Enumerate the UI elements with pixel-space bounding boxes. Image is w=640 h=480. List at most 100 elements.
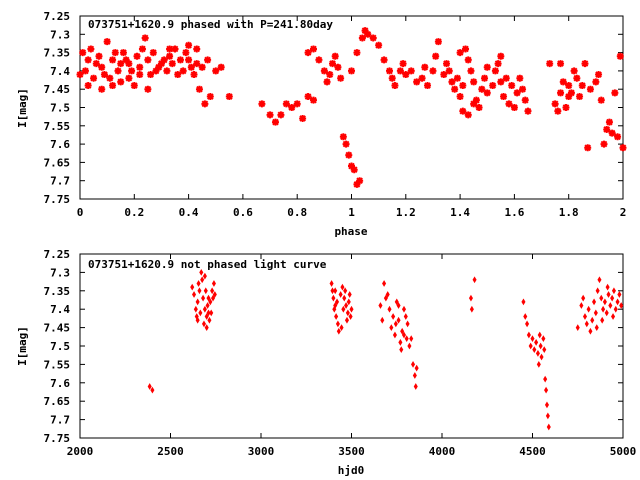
data-point <box>157 60 165 68</box>
data-point <box>464 111 472 119</box>
data-point <box>335 320 340 328</box>
data-point <box>346 298 351 306</box>
data-point <box>401 331 407 339</box>
data-point <box>204 313 209 320</box>
data-point <box>613 305 618 313</box>
y-tick-label: 7.7 <box>50 414 70 427</box>
data-point <box>333 302 338 309</box>
data-point <box>407 342 412 350</box>
data-point <box>369 34 377 42</box>
data-point <box>604 309 609 317</box>
data-point <box>152 67 160 75</box>
data-point <box>103 38 111 46</box>
data-point <box>187 63 195 71</box>
data-point <box>342 140 350 148</box>
data-point <box>345 151 353 159</box>
data-point <box>606 291 611 298</box>
data-point <box>338 291 343 298</box>
x-tick-label: 1.6 <box>504 206 524 219</box>
data-point <box>348 162 355 170</box>
data-point <box>615 298 620 306</box>
data-point <box>171 45 179 53</box>
data-point <box>464 56 472 64</box>
data-point <box>383 294 388 302</box>
data-point <box>387 305 392 313</box>
data-point <box>128 67 136 75</box>
data-point <box>174 71 182 79</box>
data-point <box>521 96 529 104</box>
x-tick-labels: 0 0.2 0.4 0.6 0.8 1 1.2 1.4 1.6 1.8 2 <box>77 206 627 219</box>
data-point <box>304 49 312 57</box>
data-point <box>546 60 554 68</box>
data-point <box>203 287 208 295</box>
data-point <box>323 78 331 86</box>
y-tick-label: 7.35 <box>44 285 71 298</box>
data-point <box>225 93 233 101</box>
data-point <box>610 294 615 302</box>
data-point <box>117 60 125 68</box>
data-point <box>79 49 87 57</box>
data-point <box>542 346 547 354</box>
data-point <box>350 166 358 174</box>
data-point <box>195 316 200 324</box>
data-point <box>592 78 600 86</box>
data-point <box>385 291 390 298</box>
y-tick-labels: 7.25 7.3 7.35 7.4 7.45 7.5 7.55 7.6 7.65 7.7 7.75 <box>44 248 71 445</box>
data-point <box>201 320 207 328</box>
data-point <box>451 85 459 93</box>
data-point <box>331 52 339 60</box>
data-point <box>525 320 530 328</box>
data-point <box>608 129 616 137</box>
data-point <box>389 324 394 331</box>
data-point <box>344 302 349 309</box>
x-tick-label: 1.8 <box>559 206 579 219</box>
data-point <box>147 383 152 390</box>
data-point <box>581 294 586 302</box>
data-point <box>378 302 383 309</box>
data-point <box>125 74 133 82</box>
data-point <box>160 56 168 64</box>
data-point <box>534 338 539 346</box>
data-point <box>375 41 383 49</box>
data-point <box>605 118 613 126</box>
data-point <box>562 104 570 111</box>
y-tick-label: 7.55 <box>44 120 71 133</box>
unphased-light-curve-panel: 2000 2500 3000 3500 4000 4500 5000 7.25 7.3 7.35… <box>16 248 636 477</box>
data-point <box>421 63 429 71</box>
data-point <box>182 49 190 57</box>
data-point <box>205 302 210 309</box>
data-point <box>388 74 396 82</box>
x-tick-label: 4000 <box>429 445 456 458</box>
data-point <box>399 346 404 354</box>
data-point <box>523 313 528 320</box>
data-point <box>348 313 353 320</box>
data-point <box>541 335 546 343</box>
data-point <box>206 294 211 302</box>
data-point <box>413 383 418 390</box>
data-point <box>617 291 622 298</box>
axis-ticks <box>79 253 624 439</box>
data-point <box>592 298 597 306</box>
data-point <box>136 71 144 79</box>
data-point <box>309 96 317 104</box>
data-point <box>212 291 217 298</box>
y-tick-label: 7.3 <box>50 266 70 279</box>
data-point <box>393 320 398 328</box>
data-point <box>84 82 92 90</box>
data-point <box>576 93 584 101</box>
data-point <box>198 63 206 71</box>
data-point <box>396 67 404 75</box>
data-point <box>309 45 317 53</box>
data-point <box>198 309 203 317</box>
data-point <box>304 93 312 101</box>
y-axis-label: I[mag] <box>16 88 29 128</box>
data-point <box>412 372 417 379</box>
data-point <box>266 111 274 119</box>
data-point <box>413 78 421 86</box>
x-tick-label: 0 <box>77 206 84 219</box>
data-point <box>595 287 600 295</box>
data-point <box>483 63 491 71</box>
y-tick-label: 7.25 <box>44 248 71 261</box>
data-point <box>326 71 334 79</box>
data-point <box>299 114 307 122</box>
